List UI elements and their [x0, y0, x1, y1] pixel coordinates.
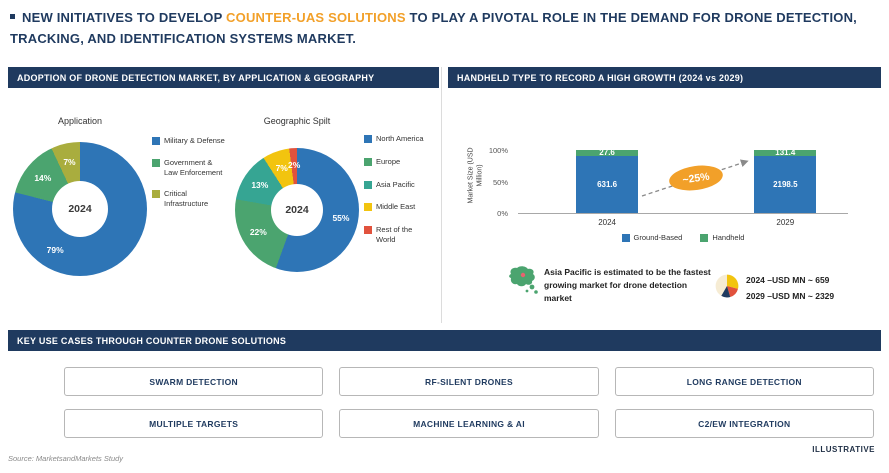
- slice-percent-label: 7%: [275, 163, 288, 174]
- slice-percent-label: 2%: [288, 160, 301, 171]
- x-axis-label: 2029: [776, 218, 795, 227]
- chart-legend-item: Handheld: [700, 233, 744, 243]
- donut-center-label: 2024: [52, 181, 108, 237]
- legend-label: Europe: [376, 156, 401, 166]
- market-value-line: 2024 –USD MN ~ 659: [746, 275, 830, 285]
- title-text-pre: NEW INITIATIVES TO DEVELOP: [22, 10, 227, 25]
- legend-label: Government & Law Enforcement: [164, 157, 223, 177]
- source-note: Source: MarketsandMarkets Study: [8, 454, 124, 463]
- ground-based-segment: 631.6: [576, 156, 639, 213]
- left-section-header: ADOPTION OF DRONE DETECTION MARKET, BY A…: [8, 67, 439, 88]
- right-section-header: HANDHELD TYPE TO RECORD A HIGH GROWTH (2…: [448, 67, 881, 88]
- market-size-bar-chart: Market Size (USD Million) 100% 50% 0% 27.6…: [448, 88, 881, 250]
- legend-item: Military & Defense: [152, 136, 228, 146]
- geography-donut: 2024 55% 22% 13% 7% 2%: [235, 148, 359, 272]
- geography-donut-chart: Geographic Spilt 2024 55% 22% 13% 7% 2% North…: [232, 94, 432, 272]
- legend-label: Ground-Based: [633, 233, 683, 242]
- use-case-box: LONG RANGE DETECTION: [614, 367, 874, 396]
- legend-item: Government & Law Enforcement: [152, 158, 228, 178]
- legend-label: Rest of the World: [376, 225, 413, 244]
- market-values-note: 2024 –USD MN ~ 659 2029 –USD MN ~ 2329: [746, 272, 834, 304]
- y-axis-ticks: 100% 50% 0%: [448, 88, 514, 248]
- legend-label: Military & Defense: [164, 136, 225, 145]
- title-bullet: [10, 14, 15, 19]
- legend-label: Asia Pacific: [376, 179, 415, 189]
- title-text-highlight: COUNTER-UAS SOLUTIONS: [226, 10, 406, 25]
- geography-legend: North America Europe Asia Pacific Middle Ea…: [364, 134, 432, 245]
- legend-swatch: [364, 226, 372, 234]
- market-value-line: 2029 –USD MN ~ 2329: [746, 291, 835, 302]
- application-donut-chart: Application 2024 79% 14% 7% Military & Defe…: [10, 94, 228, 276]
- legend-swatch: [152, 158, 160, 167]
- stacked-bar-2029: 131.4 2198.5: [754, 148, 817, 213]
- use-case-grid: SWARM DETECTION RF-SILENT DRONES LONG RANG…: [64, 367, 874, 438]
- slice-percent-label: 55%: [332, 212, 350, 223]
- legend-swatch: [152, 190, 160, 199]
- legend-label: Critical Infrastructure: [164, 189, 209, 208]
- handheld-segment: 27.6: [576, 148, 639, 157]
- use-case-box: RF-SILENT DRONES: [339, 367, 599, 396]
- adoption-panel: Application 2024 79% 14% 7% Military & Defe…: [8, 67, 439, 325]
- slice-percent-label: 13%: [251, 180, 269, 191]
- application-donut-column: Application 2024 79% 14% 7%: [10, 94, 150, 276]
- legend-label: Middle East: [376, 202, 416, 212]
- legend-swatch: [152, 137, 160, 145]
- legend-item: Asia Pacific: [364, 180, 432, 190]
- x-axis-labels: 2024 2029: [518, 218, 848, 230]
- page-title: NEW INITIATIVES TO DEVELOP COUNTER-UAS S…: [10, 7, 875, 49]
- y-tick-label: 50%: [492, 177, 508, 187]
- application-chart-title: Application: [57, 116, 103, 126]
- legend-swatch: [364, 135, 372, 143]
- legend-item: North America: [364, 134, 432, 144]
- ground-based-segment: 2198.5: [754, 156, 817, 213]
- use-case-box: SWARM DETECTION: [64, 367, 324, 396]
- asia-pacific-note: Asia Pacific is estimated to be the fast…: [544, 267, 711, 304]
- donut-center-label: 2024: [271, 184, 323, 236]
- legend-label: North America: [376, 134, 424, 143]
- use-case-box: MACHINE LEARNING & AI: [339, 409, 599, 438]
- legend-swatch: [364, 203, 372, 212]
- pie-chart-icon: [715, 274, 739, 298]
- application-legend: Military & Defense Government & Law Enfor…: [152, 136, 228, 209]
- plot-area: 27.6 631.6 131.4 2198.5: [518, 148, 848, 214]
- application-donut: 2024 79% 14% 7%: [13, 142, 147, 276]
- geography-donut-column: Geographic Spilt 2024 55% 22% 13% 7% 2%: [232, 94, 362, 272]
- y-tick-label: 0%: [497, 209, 508, 218]
- slice-percent-label: 7%: [63, 156, 76, 167]
- illustrative-label: ILLUSTRATIVE: [812, 445, 875, 454]
- legend-label: Handheld: [712, 233, 745, 242]
- chart-legend: Ground-Based Handheld: [518, 233, 848, 243]
- legend-swatch: [364, 157, 372, 166]
- slice-percent-label: 14%: [34, 173, 52, 184]
- y-tick-label: 100%: [488, 146, 508, 155]
- legend-swatch: [700, 234, 709, 242]
- legend-item: Europe: [364, 157, 432, 167]
- use-case-box: MULTIPLE TARGETS: [64, 409, 324, 438]
- slice-percent-label: 22%: [249, 227, 267, 238]
- legend-swatch: [621, 234, 630, 242]
- slice-percent-label: 79%: [46, 245, 64, 256]
- title-text-post: TO PLAY A PIVOTAL ROLE IN THE DEMAND FOR…: [10, 10, 857, 47]
- chart-legend-item: Ground-Based: [621, 233, 683, 243]
- panel-divider: [441, 67, 442, 323]
- geography-chart-title: Geographic Spilt: [263, 116, 331, 126]
- legend-item: Critical Infrastructure: [152, 189, 228, 209]
- legend-item: Middle East: [364, 202, 432, 212]
- legend-item: Rest of the World: [364, 225, 432, 245]
- stacked-bar-2024: 27.6 631.6: [576, 148, 639, 213]
- asia-pacific-map-icon: [509, 266, 538, 294]
- donut-charts-row: Application 2024 79% 14% 7% Military & Defe…: [8, 67, 439, 276]
- growth-panel: Market Size (USD Million) 100% 50% 0% 27.6…: [448, 67, 881, 325]
- legend-swatch: [364, 180, 372, 189]
- use-case-box: C2/EW INTEGRATION: [614, 409, 874, 438]
- handheld-segment: 131.4: [754, 148, 817, 157]
- x-axis-label: 2024: [598, 218, 616, 227]
- use-cases-header: KEY USE CASES THROUGH COUNTER DRONE SOLU…: [8, 330, 881, 351]
